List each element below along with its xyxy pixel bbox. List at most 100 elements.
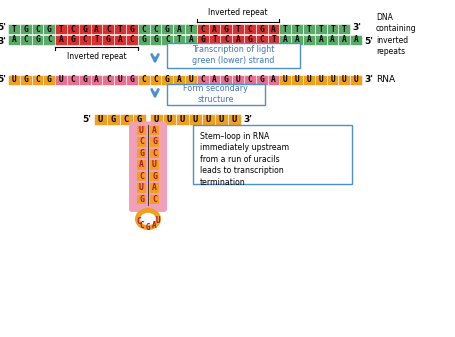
FancyBboxPatch shape [114,35,126,45]
FancyBboxPatch shape [268,35,279,45]
Text: C: C [153,25,158,33]
FancyBboxPatch shape [138,35,150,45]
Text: A: A [152,126,157,135]
Text: C: C [23,35,28,44]
Text: A: A [152,221,157,230]
Text: A: A [271,75,276,85]
Text: G: G [82,75,87,85]
FancyBboxPatch shape [20,35,31,45]
FancyBboxPatch shape [31,75,43,85]
Text: C: C [139,172,144,181]
Text: T: T [307,25,311,33]
FancyBboxPatch shape [137,160,146,170]
FancyBboxPatch shape [20,24,31,34]
Text: A: A [212,25,217,33]
Text: T: T [188,25,193,33]
FancyBboxPatch shape [55,75,67,85]
Text: T: T [177,35,182,44]
FancyBboxPatch shape [138,75,150,85]
Text: C: C [153,75,158,85]
Text: A: A [94,25,99,33]
FancyBboxPatch shape [20,75,31,85]
Text: C: C [259,35,264,44]
Text: Inverted repeat: Inverted repeat [208,8,268,17]
Text: G: G [47,75,51,85]
Text: A: A [11,35,16,44]
Text: U: U [167,115,172,123]
FancyBboxPatch shape [220,35,232,45]
FancyBboxPatch shape [137,194,146,204]
FancyBboxPatch shape [228,114,241,124]
FancyBboxPatch shape [315,35,327,45]
FancyBboxPatch shape [43,75,55,85]
Text: T: T [283,25,288,33]
FancyBboxPatch shape [31,24,43,34]
FancyBboxPatch shape [91,75,102,85]
FancyBboxPatch shape [220,75,232,85]
Text: C: C [35,25,40,33]
FancyBboxPatch shape [350,35,362,45]
FancyBboxPatch shape [167,42,299,67]
Text: U: U [318,75,323,85]
FancyBboxPatch shape [279,24,291,34]
FancyBboxPatch shape [167,84,264,104]
Text: U: U [154,115,159,123]
FancyBboxPatch shape [173,24,185,34]
FancyBboxPatch shape [102,75,114,85]
Text: 3': 3' [0,36,6,45]
FancyBboxPatch shape [244,75,256,85]
Text: C: C [82,35,87,44]
Text: G: G [23,25,28,33]
Text: U: U [118,75,122,85]
FancyBboxPatch shape [291,24,303,34]
FancyBboxPatch shape [268,24,279,34]
Text: C: C [142,75,146,85]
FancyBboxPatch shape [133,114,146,124]
Text: 5': 5' [0,75,6,85]
Text: U: U [180,115,185,123]
Text: A: A [271,25,276,33]
FancyBboxPatch shape [327,24,339,34]
FancyBboxPatch shape [137,125,146,135]
Text: U: U [188,75,193,85]
Text: A: A [354,35,359,44]
FancyBboxPatch shape [31,35,43,45]
FancyBboxPatch shape [303,75,315,85]
Text: T: T [295,25,299,33]
Text: 3': 3' [243,115,252,123]
Text: T: T [212,35,217,44]
Text: T: T [342,25,347,33]
Text: G: G [139,149,144,158]
Text: G: G [35,35,40,44]
Text: A: A [318,35,323,44]
Text: A: A [118,35,122,44]
Text: U: U [236,75,240,85]
Text: G: G [23,75,28,85]
Text: U: U [152,160,157,169]
FancyBboxPatch shape [137,172,146,181]
Text: U: U [206,115,211,123]
FancyBboxPatch shape [197,24,208,34]
Text: U: U [283,75,288,85]
FancyBboxPatch shape [150,172,159,181]
Text: T: T [236,25,240,33]
Text: C: C [136,217,141,226]
Text: A: A [188,35,193,44]
Text: G: G [259,25,264,33]
Text: C: C [200,25,205,33]
Text: G: G [130,25,134,33]
Text: G: G [47,25,51,33]
Text: G: G [71,35,75,44]
Text: G: G [248,35,252,44]
Text: T: T [318,25,323,33]
Text: A: A [307,35,311,44]
Text: DNA
containing
inverted
repeats: DNA containing inverted repeats [376,13,417,56]
FancyBboxPatch shape [129,122,167,212]
FancyBboxPatch shape [67,35,79,45]
FancyBboxPatch shape [162,35,173,45]
Text: G: G [153,35,158,44]
FancyBboxPatch shape [91,35,102,45]
FancyBboxPatch shape [232,24,244,34]
FancyBboxPatch shape [150,137,159,147]
FancyBboxPatch shape [150,125,159,135]
